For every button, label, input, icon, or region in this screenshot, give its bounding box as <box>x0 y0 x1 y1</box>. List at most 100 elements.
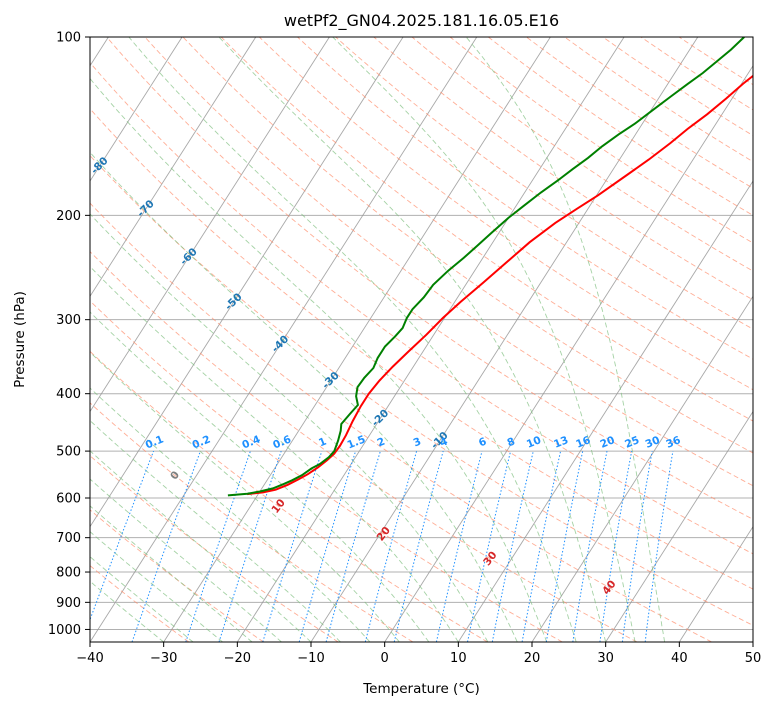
dewpoint-profile <box>227 37 745 497</box>
isotherm-line <box>384 64 753 642</box>
y-tick-label: 1000 <box>48 623 81 638</box>
isotherm-line <box>605 410 753 642</box>
moist-adiabat-line <box>90 556 194 642</box>
x-tick-label: 20 <box>524 651 541 666</box>
mixing-ratio-label: 25 <box>623 434 641 451</box>
moist-adiabat-line <box>90 531 223 642</box>
x-tick-label: 30 <box>597 651 614 666</box>
isotherm-line <box>457 180 753 642</box>
axes: −40 −30 −20 −10 0 10 20 30 40 50 100 200 300 400 500 60… <box>48 31 761 667</box>
mixing-ratio-label: 4 <box>438 436 449 450</box>
mixing-ratio-line <box>545 450 584 642</box>
moist-adiabat-line <box>90 580 164 642</box>
mixing-ratio-line <box>572 451 608 642</box>
moist-adiabat-line <box>90 151 518 642</box>
mixing-ratio-label: 1 <box>317 436 328 450</box>
moist-adiabat-line <box>90 420 341 642</box>
mixing-ratio-label: 13 <box>552 434 570 451</box>
dry-adiabat-line <box>182 37 753 454</box>
dry-adiabat-line <box>449 37 753 244</box>
y-tick-label: 600 <box>56 492 81 507</box>
y-tick-label: 900 <box>56 596 81 611</box>
mixing-ratio-line <box>364 450 418 642</box>
y-tick-label: 400 <box>56 387 81 402</box>
plot-frame <box>89 36 754 643</box>
moist-adiabat-line <box>90 265 459 642</box>
dry-adiabat-line <box>90 154 753 626</box>
mixing-ratio-line <box>90 450 155 622</box>
y-tick-label: 100 <box>56 31 81 46</box>
dry-adiabat-line <box>90 202 712 642</box>
y-tick-label: 500 <box>56 445 81 460</box>
dry-adiabat-line <box>90 300 563 642</box>
mixing-ratio-line <box>621 451 653 642</box>
x-tick-label: −40 <box>76 651 103 666</box>
moist-adiabat-line <box>90 213 489 642</box>
dry-adiabat-line <box>258 37 753 391</box>
dry-adiabat-line <box>564 37 753 163</box>
mixing-ratio-line <box>325 450 381 642</box>
x-tick-label: −10 <box>297 651 324 666</box>
mixing-ratio-label: 8 <box>506 436 517 450</box>
dry-adiabat-line <box>90 350 488 642</box>
y-tick-label: 800 <box>56 566 81 581</box>
mixing-ratio-line <box>644 451 674 642</box>
temperature-profile <box>246 74 753 496</box>
mixing-ratio-line <box>435 450 483 642</box>
isotherm-line <box>310 37 699 642</box>
isotherm-line <box>90 37 404 528</box>
y-axis-label: Pressure (hPa) <box>12 291 28 388</box>
dry-adiabat-line <box>220 37 753 422</box>
mixing-ratio-label: 36 <box>664 434 682 451</box>
dry-adiabat-line <box>144 37 753 487</box>
background-lines <box>90 37 753 642</box>
x-tick-label: 50 <box>745 651 762 666</box>
dry-adiabat-line <box>488 37 753 216</box>
moist-adiabat-line <box>465 37 666 642</box>
x-tick-label: 10 <box>450 651 467 666</box>
moist-adiabat-line <box>218 37 607 642</box>
dry-adiabat-line <box>106 37 753 520</box>
dry-adiabat-line <box>335 37 753 330</box>
isotherm-line <box>678 525 753 642</box>
mixing-ratio-label: 20 <box>598 434 616 451</box>
profiles <box>227 37 753 497</box>
chart-title: wetPf2_GN04.2025.181.16.05.E16 <box>284 11 559 31</box>
moist-adiabat-line <box>90 478 282 642</box>
x-tick-label: −30 <box>150 651 177 666</box>
y-tick-label: 200 <box>56 209 81 224</box>
moist-adiabat-line <box>332 37 636 642</box>
dry-adiabat-line <box>90 108 753 590</box>
mixing-ratio-line <box>491 450 534 642</box>
mixing-ratio-label: 30 <box>644 434 662 451</box>
mixing-ratio-line <box>599 451 633 642</box>
dry-adiabat-line <box>90 250 638 642</box>
mixing-ratio-line <box>521 450 562 642</box>
mixing-ratio-line <box>298 450 357 642</box>
isotherm-line <box>236 37 625 642</box>
isotherm-line <box>90 37 257 298</box>
moist-adiabat-line <box>90 387 371 642</box>
isotherm-line <box>163 37 551 642</box>
dry-adiabat-line <box>90 61 753 555</box>
mixing-ratio-line <box>131 450 201 642</box>
mixing-ratio-line <box>467 450 512 642</box>
dry-adiabat-line <box>90 509 264 642</box>
moist-adiabat-line <box>90 505 253 642</box>
y-tick-label: 300 <box>56 313 81 328</box>
mixing-ratio-label: 2 <box>375 436 386 450</box>
isotherm-line <box>531 295 753 642</box>
mixing-ratio-label: 10 <box>525 434 543 451</box>
isotherm-line <box>90 37 183 182</box>
x-tick-label: 0 <box>381 651 389 666</box>
dry-adiabat-line <box>297 37 753 360</box>
mixing-ratio-line <box>393 450 444 642</box>
dry-adiabat-line <box>373 37 753 301</box>
mixing-ratio-label: 6 <box>477 436 488 450</box>
moist-adiabat-line <box>90 311 430 642</box>
y-tick-label: 700 <box>56 531 81 546</box>
mixing-ratio-label: 16 <box>574 434 592 451</box>
moist-adiabat-line <box>128 37 577 642</box>
